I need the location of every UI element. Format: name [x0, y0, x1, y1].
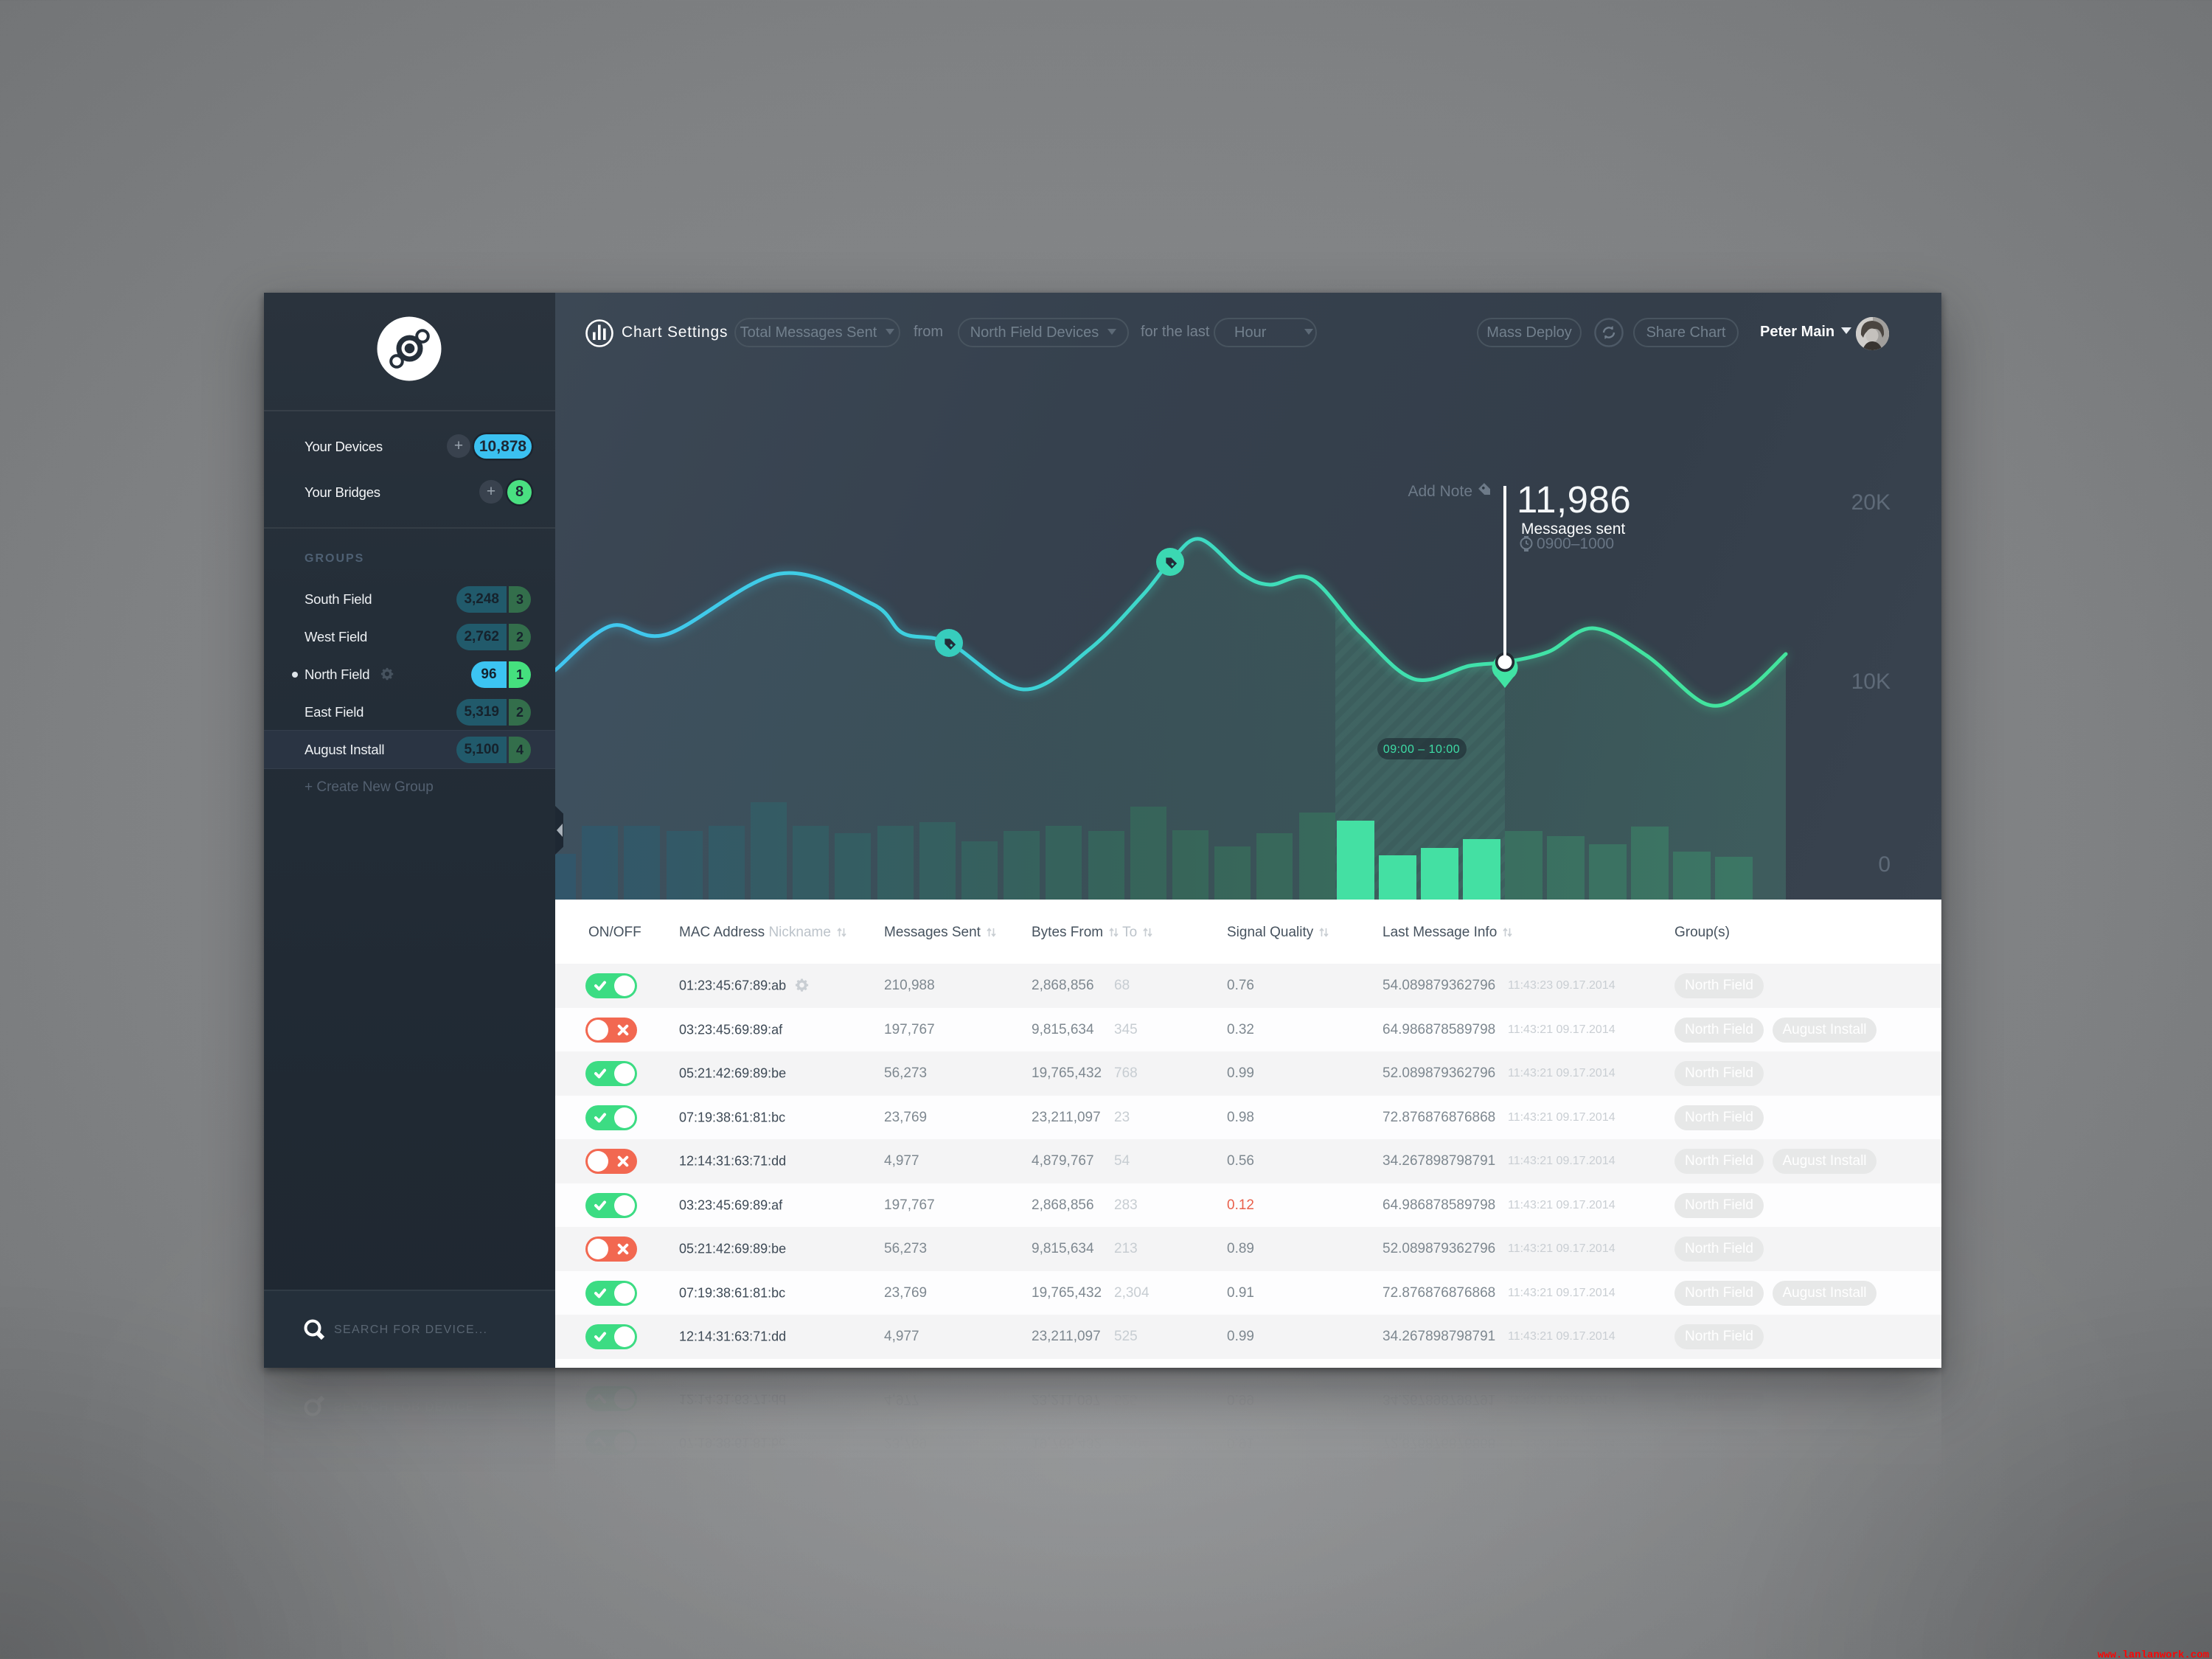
svg-text:Add Note: Add Note — [1408, 483, 1472, 500]
svg-text:0900–1000: 0900–1000 — [1537, 535, 1614, 552]
svg-text:20K: 20K — [1851, 490, 1891, 515]
svg-text:10K: 10K — [1851, 669, 1891, 694]
svg-text:11,986: 11,986 — [1517, 479, 1631, 521]
svg-text:0: 0 — [1878, 852, 1891, 877]
svg-text:09:00 – 10:00: 09:00 – 10:00 — [1383, 743, 1460, 756]
svg-text:Messages sent: Messages sent — [1521, 521, 1625, 538]
